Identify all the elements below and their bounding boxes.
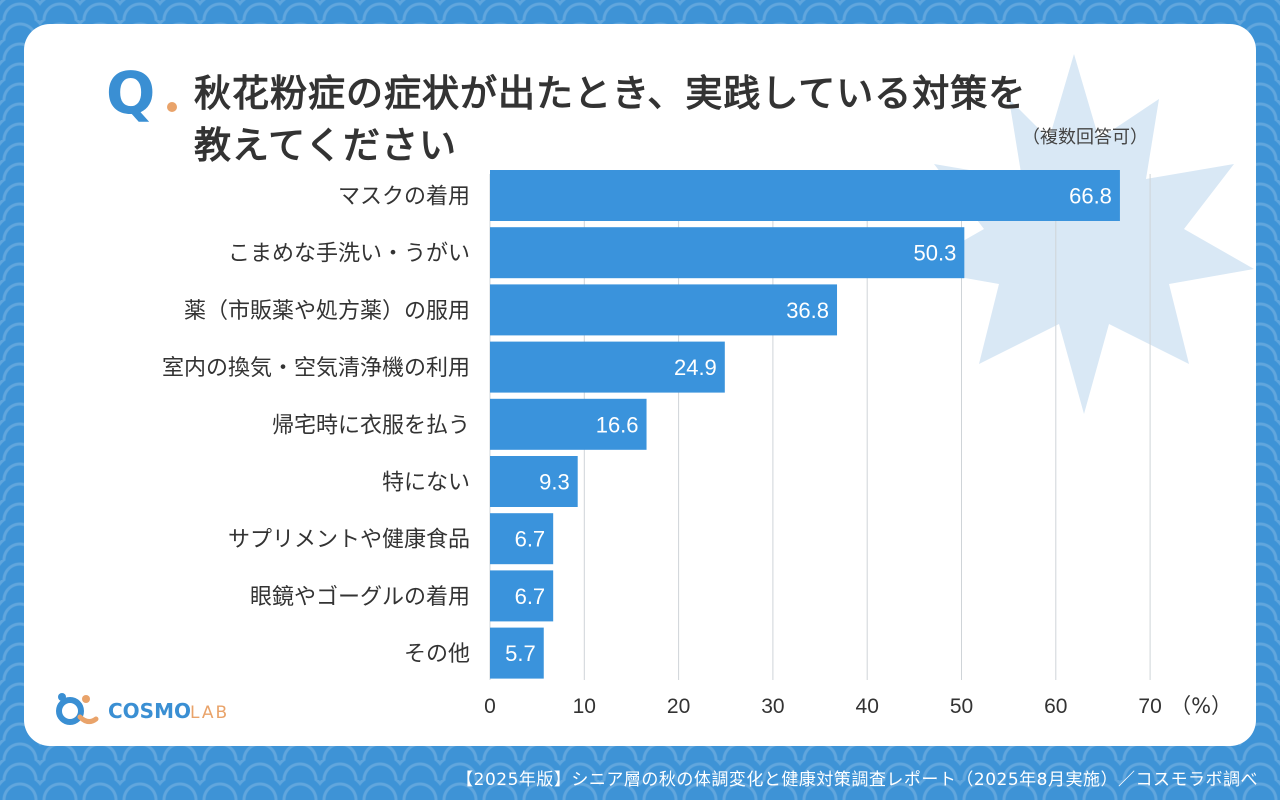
x-tick-label: 20 <box>667 695 690 718</box>
bar-value-label: 5.7 <box>505 641 536 666</box>
category-label: 帰宅時に衣服を払う <box>272 413 470 438</box>
x-tick-label: 0 <box>484 695 496 718</box>
bar <box>490 170 1120 221</box>
chart-card: Q 秋花粉症の症状が出たとき、実践している対策を 教えてください （複数回答可）… <box>24 24 1256 746</box>
title-line-2: 教えてください <box>194 124 458 167</box>
x-tick-label: 10 <box>573 695 596 718</box>
question-dot <box>167 102 177 112</box>
bar <box>490 227 965 279</box>
logo-mark-dot-1 <box>58 693 66 701</box>
multiple-answer-note: （複数回答可） <box>1022 127 1148 148</box>
bar-value-label: 24.9 <box>674 355 717 380</box>
logo-mark-ring <box>56 697 84 725</box>
x-tick-label: 40 <box>856 695 879 718</box>
maple-leaf-decoration <box>914 54 1254 414</box>
category-label: その他 <box>404 642 470 667</box>
logo-text-lab: LAB <box>190 703 229 723</box>
x-tick-label: 30 <box>761 695 784 718</box>
bar <box>490 513 554 565</box>
logo-mark-dot-2 <box>82 695 90 703</box>
bar <box>490 341 725 393</box>
bar-value-label: 6.7 <box>515 584 546 609</box>
logo-mark-tail <box>77 714 99 725</box>
x-unit-label: （%） <box>1170 694 1232 718</box>
category-label: 室内の換気・空気清浄機の利用 <box>162 356 470 381</box>
category-label: マスクの着用 <box>338 185 470 210</box>
cosmo-lab-logo: COSMO LAB <box>56 693 229 725</box>
page-title: 秋花粉症の症状が出たとき、実践している対策を 教えてください <box>194 68 1194 172</box>
category-label: こまめな手洗い・うがい <box>228 242 470 267</box>
bar-value-label: 36.8 <box>786 298 829 323</box>
category-label: 薬（市販薬や処方薬）の服用 <box>184 299 470 324</box>
x-tick-label: 70 <box>1138 695 1161 718</box>
bar-value-label: 50.3 <box>914 241 957 266</box>
category-label: サプリメントや健康食品 <box>228 528 470 553</box>
category-label: 特にない <box>382 471 470 496</box>
question-mark-label: Q <box>106 59 156 127</box>
x-tick-label: 60 <box>1044 695 1067 718</box>
category-label: 眼鏡やゴーグルの着用 <box>250 585 470 610</box>
x-tick-label: 50 <box>950 695 973 718</box>
bar <box>490 570 554 622</box>
bar <box>490 398 647 450</box>
title-line-1: 秋花粉症の症状が出たとき、実践している対策を <box>194 72 1027 115</box>
bar-value-label: 66.8 <box>1069 184 1112 209</box>
bar-chart: 0 10 20 30 40 50 60 70 （%） 66.8 マスクの着用 50.3 こまめな手洗い・… <box>162 170 1232 718</box>
bar <box>490 284 838 336</box>
bar-value-label: 6.7 <box>515 527 546 552</box>
bar-value-label: 9.3 <box>539 470 570 495</box>
logo-text-cosmo: COSMO <box>108 699 191 723</box>
bar <box>490 456 578 507</box>
bar <box>490 627 544 679</box>
bar-value-label: 16.6 <box>596 412 639 437</box>
footer-source: 【2025年版】シニア層の秋の体調変化と健康対策調査レポート（2025年8月実施… <box>456 770 1258 790</box>
